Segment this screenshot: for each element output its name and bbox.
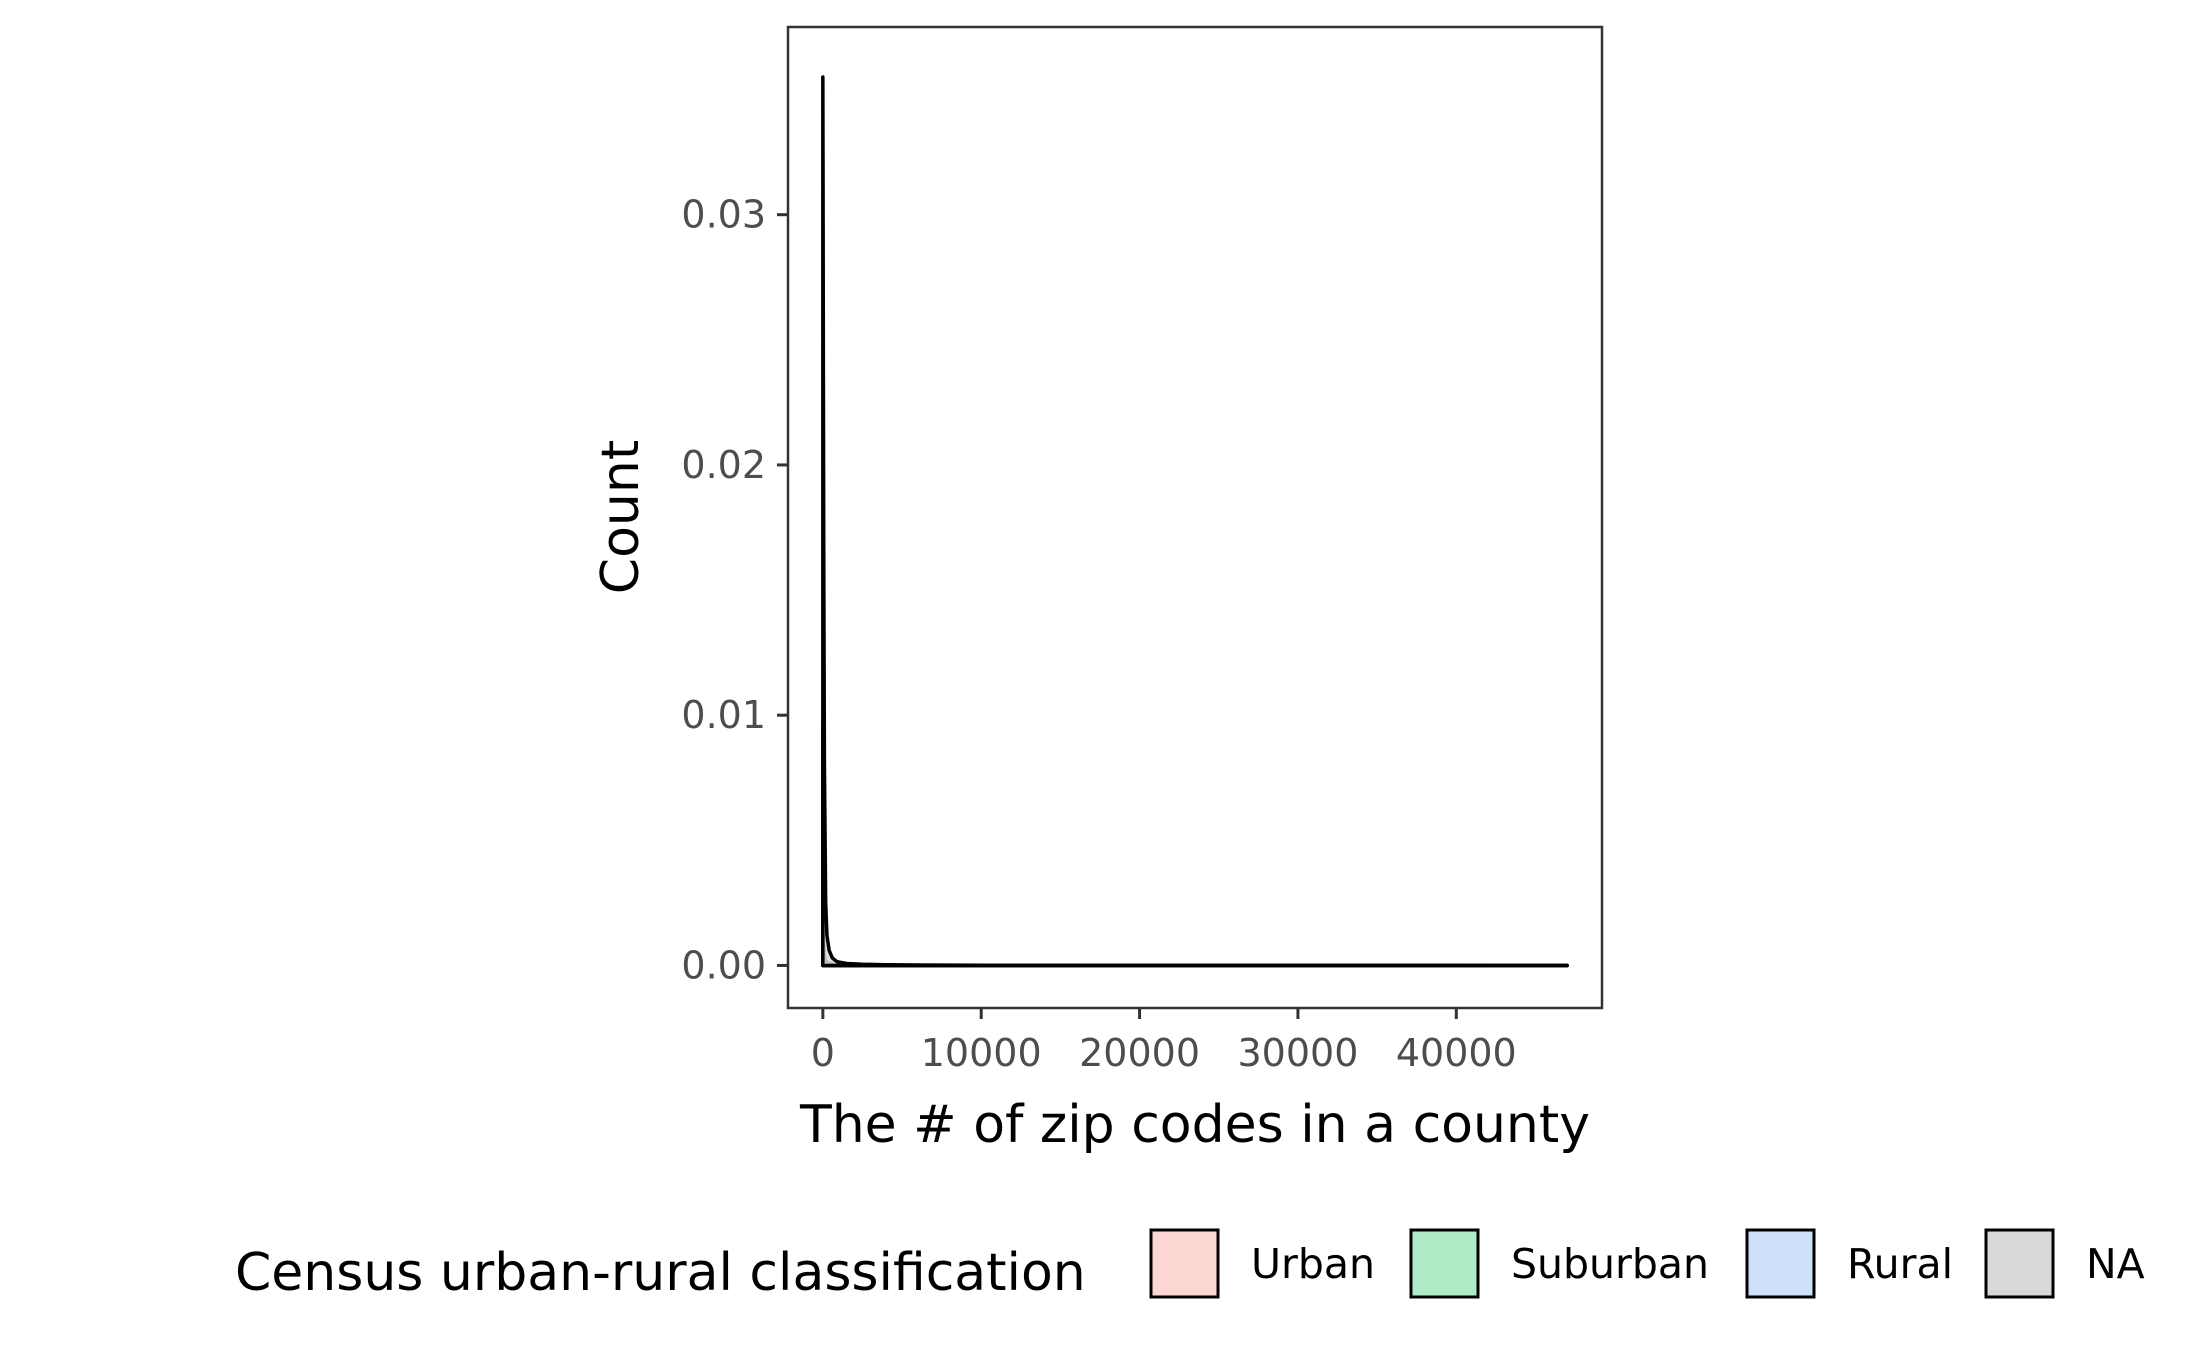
plot-background	[788, 27, 1602, 1008]
y-tick-label: 0.00	[681, 943, 766, 987]
x-tick-label: 40000	[1396, 1031, 1517, 1075]
density-area-na	[821, 75, 1569, 968]
y-axis-title: Count	[591, 440, 651, 594]
density-areas	[821, 75, 1569, 968]
plot-panel-border	[786, 25, 1604, 1010]
legend-key-urban	[1149, 1228, 1220, 1299]
legend: Urban Suburban Rural NA	[1149, 1228, 2145, 1299]
y-tick-label: 0.03	[681, 193, 766, 237]
legend-key-na	[1984, 1228, 2055, 1299]
x-axis-title: The # of zip codes in a county	[799, 1095, 1590, 1155]
legend-key-suburban	[1409, 1228, 1480, 1299]
x-tick-label: 30000	[1237, 1031, 1358, 1075]
x-tick-label: 10000	[921, 1031, 1042, 1075]
y-tick-label: 0.02	[681, 443, 766, 487]
x-tick-label: 0	[811, 1031, 835, 1075]
y-axis: 0.00 0.01 0.02 0.03	[681, 193, 788, 987]
legend-label-rural: Rural	[1847, 1240, 1953, 1288]
y-tick-label: 0.01	[681, 693, 766, 737]
legend-label-na: NA	[2086, 1240, 2145, 1288]
legend-label-urban: Urban	[1251, 1240, 1375, 1288]
x-axis: 0 10000 20000 30000 40000	[811, 1008, 1517, 1075]
legend-label-suburban: Suburban	[1511, 1240, 1709, 1288]
legend-title: Census urban-rural classification	[235, 1243, 1086, 1303]
x-tick-label: 20000	[1079, 1031, 1200, 1075]
legend-key-rural	[1745, 1228, 1816, 1299]
